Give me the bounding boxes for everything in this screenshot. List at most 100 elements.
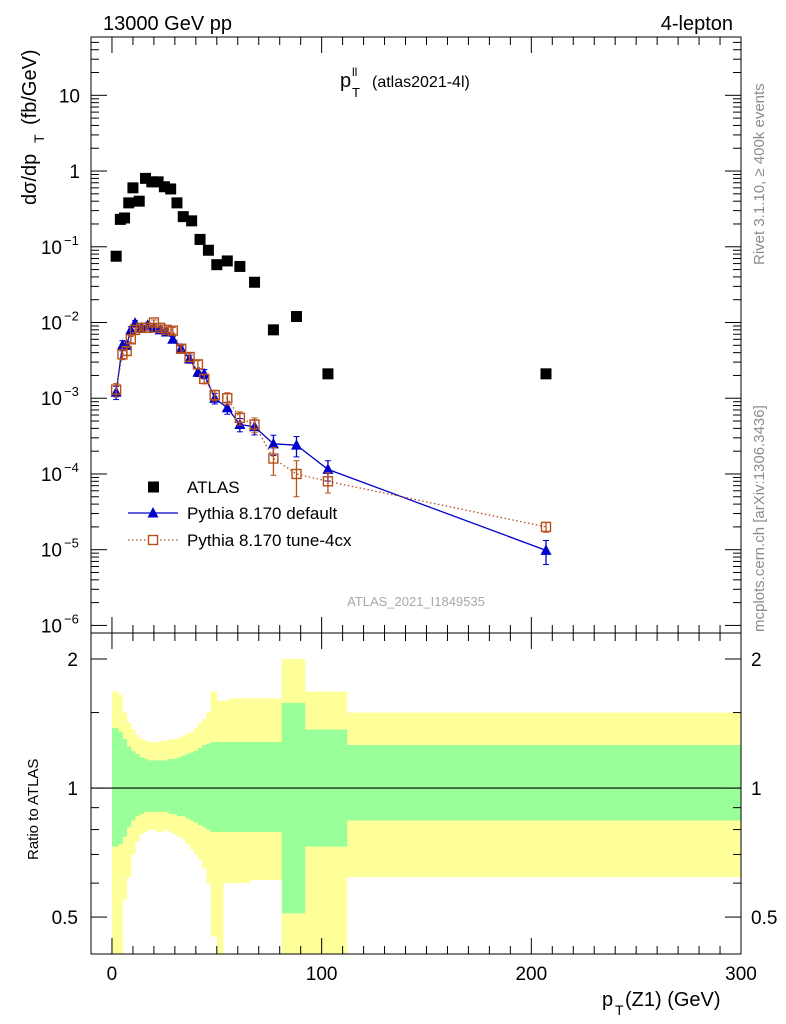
- green-band-bin: [181, 755, 186, 817]
- ratio-y-tick-label-right: 0.5: [751, 908, 777, 929]
- legend-marker-tune: [147, 534, 159, 546]
- green-band-bin: [168, 758, 174, 814]
- data-point-atlas: [234, 260, 246, 272]
- data-point-tune: [540, 521, 552, 533]
- y-tick-exponent: −3: [64, 384, 79, 399]
- data-point-default: [267, 437, 279, 449]
- data-point-atlas: [171, 197, 183, 209]
- legend-marker-default: [147, 507, 159, 518]
- data-point-tune: [161, 324, 172, 336]
- data-point-tune: [175, 343, 187, 354]
- y-tick-label: 10: [41, 541, 62, 562]
- green-band-bin: [160, 760, 165, 812]
- data-point-atlas: [119, 212, 131, 224]
- green-band-bin: [172, 758, 178, 814]
- data-point-default: [198, 367, 210, 379]
- y-tick-label: 10: [41, 238, 62, 259]
- plot-title: p ll T (atlas2021-4l): [340, 65, 470, 100]
- plot-title-main: p: [340, 70, 351, 92]
- green-band-bin: [135, 754, 140, 817]
- mcplots-label: mcplots.cern.ch [arXiv:1306.3436]: [751, 405, 768, 632]
- data-point-tune: [110, 384, 122, 395]
- data-point-atlas: [177, 211, 189, 223]
- ratio-y-tick-label: 0.5: [52, 908, 78, 929]
- ratio-plot-frame: [90, 632, 742, 955]
- data-point-atlas: [290, 311, 302, 323]
- data-point-tune: [222, 393, 233, 404]
- data-point-atlas: [211, 259, 223, 271]
- plot-title-ref: (atlas2021-4l): [372, 74, 470, 91]
- y-tick-label: 10: [41, 314, 62, 335]
- data-point-default: [221, 401, 233, 413]
- green-band-bin: [346, 745, 742, 821]
- x-tick-label: 0: [107, 964, 118, 985]
- green-band-bin: [267, 742, 283, 832]
- green-band-bin: [241, 742, 251, 832]
- x-label-sub: T: [615, 1002, 624, 1018]
- energy-label: 13000 GeV pp: [103, 13, 232, 35]
- green-band-bin: [235, 742, 243, 832]
- x-tick-label: 300: [725, 964, 757, 985]
- green-band-bin: [143, 758, 149, 812]
- green-band-bin: [258, 742, 268, 832]
- green-band-bin: [206, 743, 211, 830]
- ratio-y-tick-label-right: 1: [751, 779, 762, 800]
- analysis-id: ATLAS_2021_I1849535: [347, 594, 485, 609]
- y-tick-label: 10: [41, 616, 62, 637]
- ratio-axes: 0 100 200 300 0.5 0.5 1 1 2 2: [52, 650, 778, 985]
- green-band-bin: [139, 757, 144, 814]
- plot-title-sup: ll: [352, 65, 357, 79]
- data-point-default: [290, 439, 302, 450]
- data-point-tune: [148, 317, 160, 328]
- y-label-main: dσ/dp: [19, 154, 41, 205]
- green-band-bin: [229, 742, 237, 832]
- data-point-atlas: [110, 250, 122, 262]
- data-point-tune: [291, 468, 302, 480]
- legend-marker-atlas: [148, 481, 159, 493]
- x-axis-label: p T (Z1) (GeV): [602, 989, 721, 1018]
- legend-label: Pythia 8.170 default: [187, 504, 338, 523]
- green-band-bin: [250, 742, 260, 832]
- y-tick-exponent: −2: [64, 309, 79, 324]
- data-point-atlas: [127, 182, 139, 194]
- green-band-bin: [281, 702, 306, 914]
- data-point-tune: [184, 351, 195, 363]
- data-point-tune: [167, 325, 178, 336]
- x-tick-label: 200: [515, 964, 547, 985]
- x-label-rest: (Z1) (GeV): [625, 989, 721, 1011]
- data-point-default: [322, 463, 334, 474]
- data-point-atlas: [133, 195, 145, 207]
- green-band-bin: [216, 742, 224, 832]
- green-band-bin: [126, 746, 132, 828]
- channel-label: 4-lepton: [661, 13, 733, 35]
- rivet-label: Rivet 3.1.10, ≥ 400k events: [751, 83, 768, 265]
- x-tick-label: 100: [306, 964, 338, 985]
- main-y-axis-label: dσ/dp T (fb/GeV): [19, 49, 47, 205]
- ratio-bands: [91, 659, 742, 954]
- y-tick-label: 10: [41, 389, 62, 410]
- data-point-tune: [136, 322, 147, 334]
- data-point-atlas: [194, 233, 206, 245]
- data-point-tune: [268, 453, 279, 464]
- green-band-bin: [189, 752, 195, 821]
- green-band-bin: [176, 757, 182, 817]
- green-band-bin: [197, 747, 203, 825]
- y-tick-exponent: −5: [64, 536, 79, 551]
- data-point-atlas: [221, 255, 233, 267]
- data-point-atlas: [140, 172, 152, 184]
- data-point-atlas: [540, 368, 552, 380]
- legend: ATLAS Pythia 8.170 default Pythia 8.170 tu…: [128, 478, 352, 550]
- ratio-y-axis-label: Ratio to ATLAS: [25, 759, 42, 860]
- data-point-atlas: [152, 176, 164, 188]
- ratio-y-tick-label: 2: [67, 650, 78, 671]
- green-band-bin: [130, 751, 136, 821]
- data-point-tune: [249, 419, 260, 430]
- data-point-tune: [322, 476, 334, 487]
- green-band-bin: [185, 754, 190, 819]
- y-tick-label: 1: [69, 162, 80, 183]
- green-band-bin: [223, 742, 230, 832]
- data-point-tune: [121, 345, 132, 357]
- green-band-bin: [147, 760, 153, 812]
- data-point-tune: [129, 324, 141, 336]
